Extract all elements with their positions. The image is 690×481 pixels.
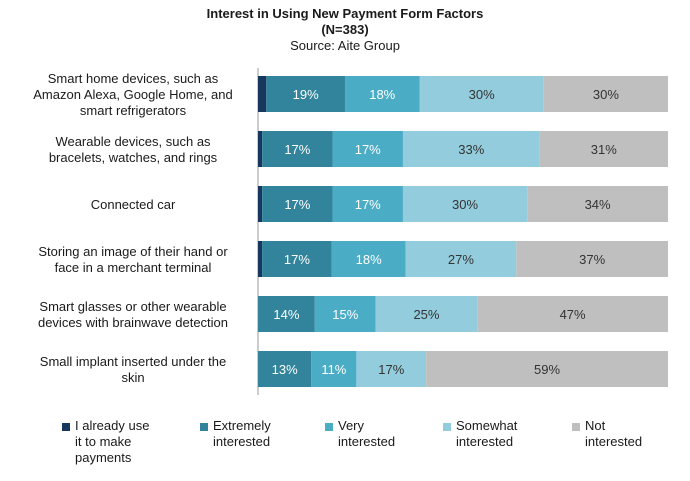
data-label: 30% [452,197,478,212]
data-label: 13% [272,362,298,377]
category-label: Storing an image of their hand or face in… [38,244,228,275]
data-label: 59% [534,362,560,377]
bar-segment [262,241,332,277]
legend-label: Extremely interested [213,418,271,449]
bar-segment [419,76,544,112]
data-label: 37% [579,252,605,267]
category-label: Smart home devices, such as Amazon Alexa,… [33,71,232,118]
bar-segment [402,186,528,222]
bar-segment [314,296,376,332]
data-label: 17% [355,197,381,212]
bar-segment [258,186,263,222]
bar-segment [527,186,668,222]
data-label: 30% [469,87,495,102]
bar-segment [332,186,403,222]
chart-subtitle: (N=383) [321,22,369,37]
data-label: 17% [378,362,404,377]
data-label: 15% [332,307,358,322]
bar-segment [539,131,668,167]
data-label: 31% [591,142,617,157]
legend-swatch [572,423,580,431]
data-label: 11% [321,362,346,377]
bar-segment [375,296,478,332]
data-label: 18% [369,87,395,102]
category-label: Connected car [91,197,176,212]
bar-segment [402,131,540,167]
bar-segment [258,76,267,112]
chart-header: Interest in Using New Payment Form Facto… [0,6,690,54]
bar-segment [405,241,517,277]
bar-segment [262,131,333,167]
chart-source: Source: Aite Group [290,38,400,53]
category-label: Smart glasses or other wearable devices w… [38,299,228,330]
bar-segment [258,296,315,332]
bar-segment [477,296,668,332]
legend: I already use it to make payments Extreme… [0,418,690,478]
category-labels: Smart home devices, such as Amazon Alexa,… [33,71,232,385]
bar-segment [311,351,357,387]
data-label: 27% [448,252,474,267]
bar-segment [516,241,668,277]
data-label: 17% [355,142,381,157]
bar-segment [258,241,263,277]
bar-segment [332,131,403,167]
bar-segment [258,131,263,167]
data-label: 19% [293,87,319,102]
bar-segment [258,351,312,387]
legend-label: Somewhat interested [456,418,518,449]
legend-swatch [325,423,333,431]
legend-label: Not interested [585,418,643,449]
data-label: 14% [273,307,299,322]
bar-segment [344,76,420,112]
bar-segment [426,351,668,387]
data-label: 30% [593,87,619,102]
data-label: 47% [560,307,586,322]
legend-swatch [200,423,208,431]
bars-group: 19% 18% 30% 30% 17% 17% 33% 31% 17% 17% 30% 34% 17% 1… [258,76,668,387]
legend-swatch [443,423,451,431]
data-label: 33% [458,142,484,157]
chart-title: Interest in Using New Payment Form Facto… [206,6,484,21]
bar-segment [262,186,333,222]
data-label: 17% [284,197,310,212]
category-label: Small implant inserted under the skin [40,354,226,385]
data-label: 18% [356,252,382,267]
data-label: 17% [284,252,310,267]
bar-segment [266,76,345,112]
data-label: 25% [413,307,439,322]
data-label: 17% [284,142,310,157]
data-label: 34% [585,197,611,212]
bar-segment [356,351,427,387]
category-label: Wearable devices, such as bracelets, watc… [49,134,218,165]
legend-label: Very interested [338,418,396,449]
stacked-bar-chart: 19% 18% 30% 30% 17% 17% 33% 31% 17% 17% 30% 34% 17% 1… [33,68,668,395]
bar-segment [331,241,406,277]
bar-segment [543,76,668,112]
legend-swatch [62,423,70,431]
legend-label: I already use it to make payments [75,418,150,465]
